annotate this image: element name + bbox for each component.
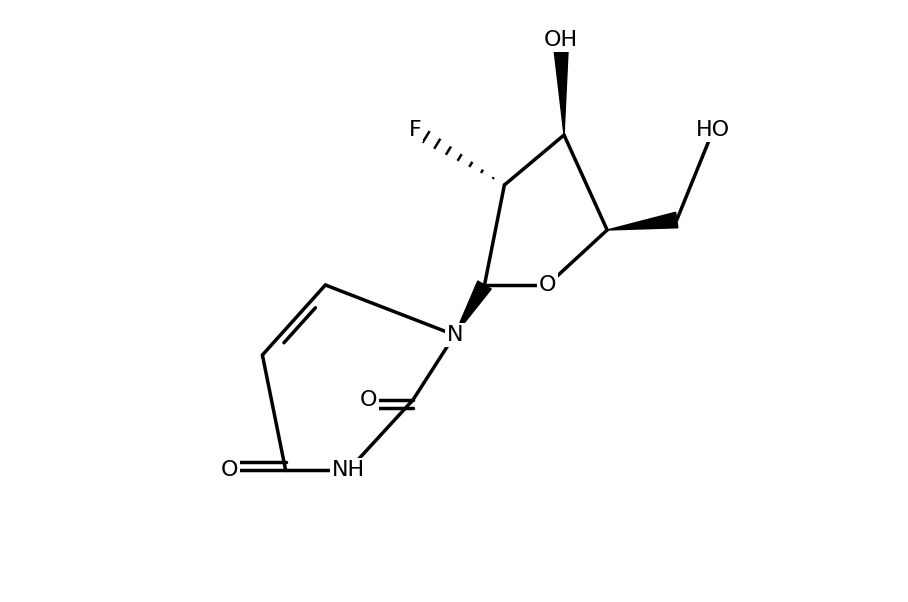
Text: O: O xyxy=(360,390,377,410)
Text: O: O xyxy=(221,460,238,480)
Text: N: N xyxy=(447,325,463,345)
Text: F: F xyxy=(409,120,421,140)
Text: O: O xyxy=(538,275,557,295)
Text: HO: HO xyxy=(696,120,730,140)
Text: NH: NH xyxy=(332,460,365,480)
Polygon shape xyxy=(607,213,678,230)
Polygon shape xyxy=(455,281,491,335)
Text: OH: OH xyxy=(544,30,577,50)
Polygon shape xyxy=(553,40,568,135)
